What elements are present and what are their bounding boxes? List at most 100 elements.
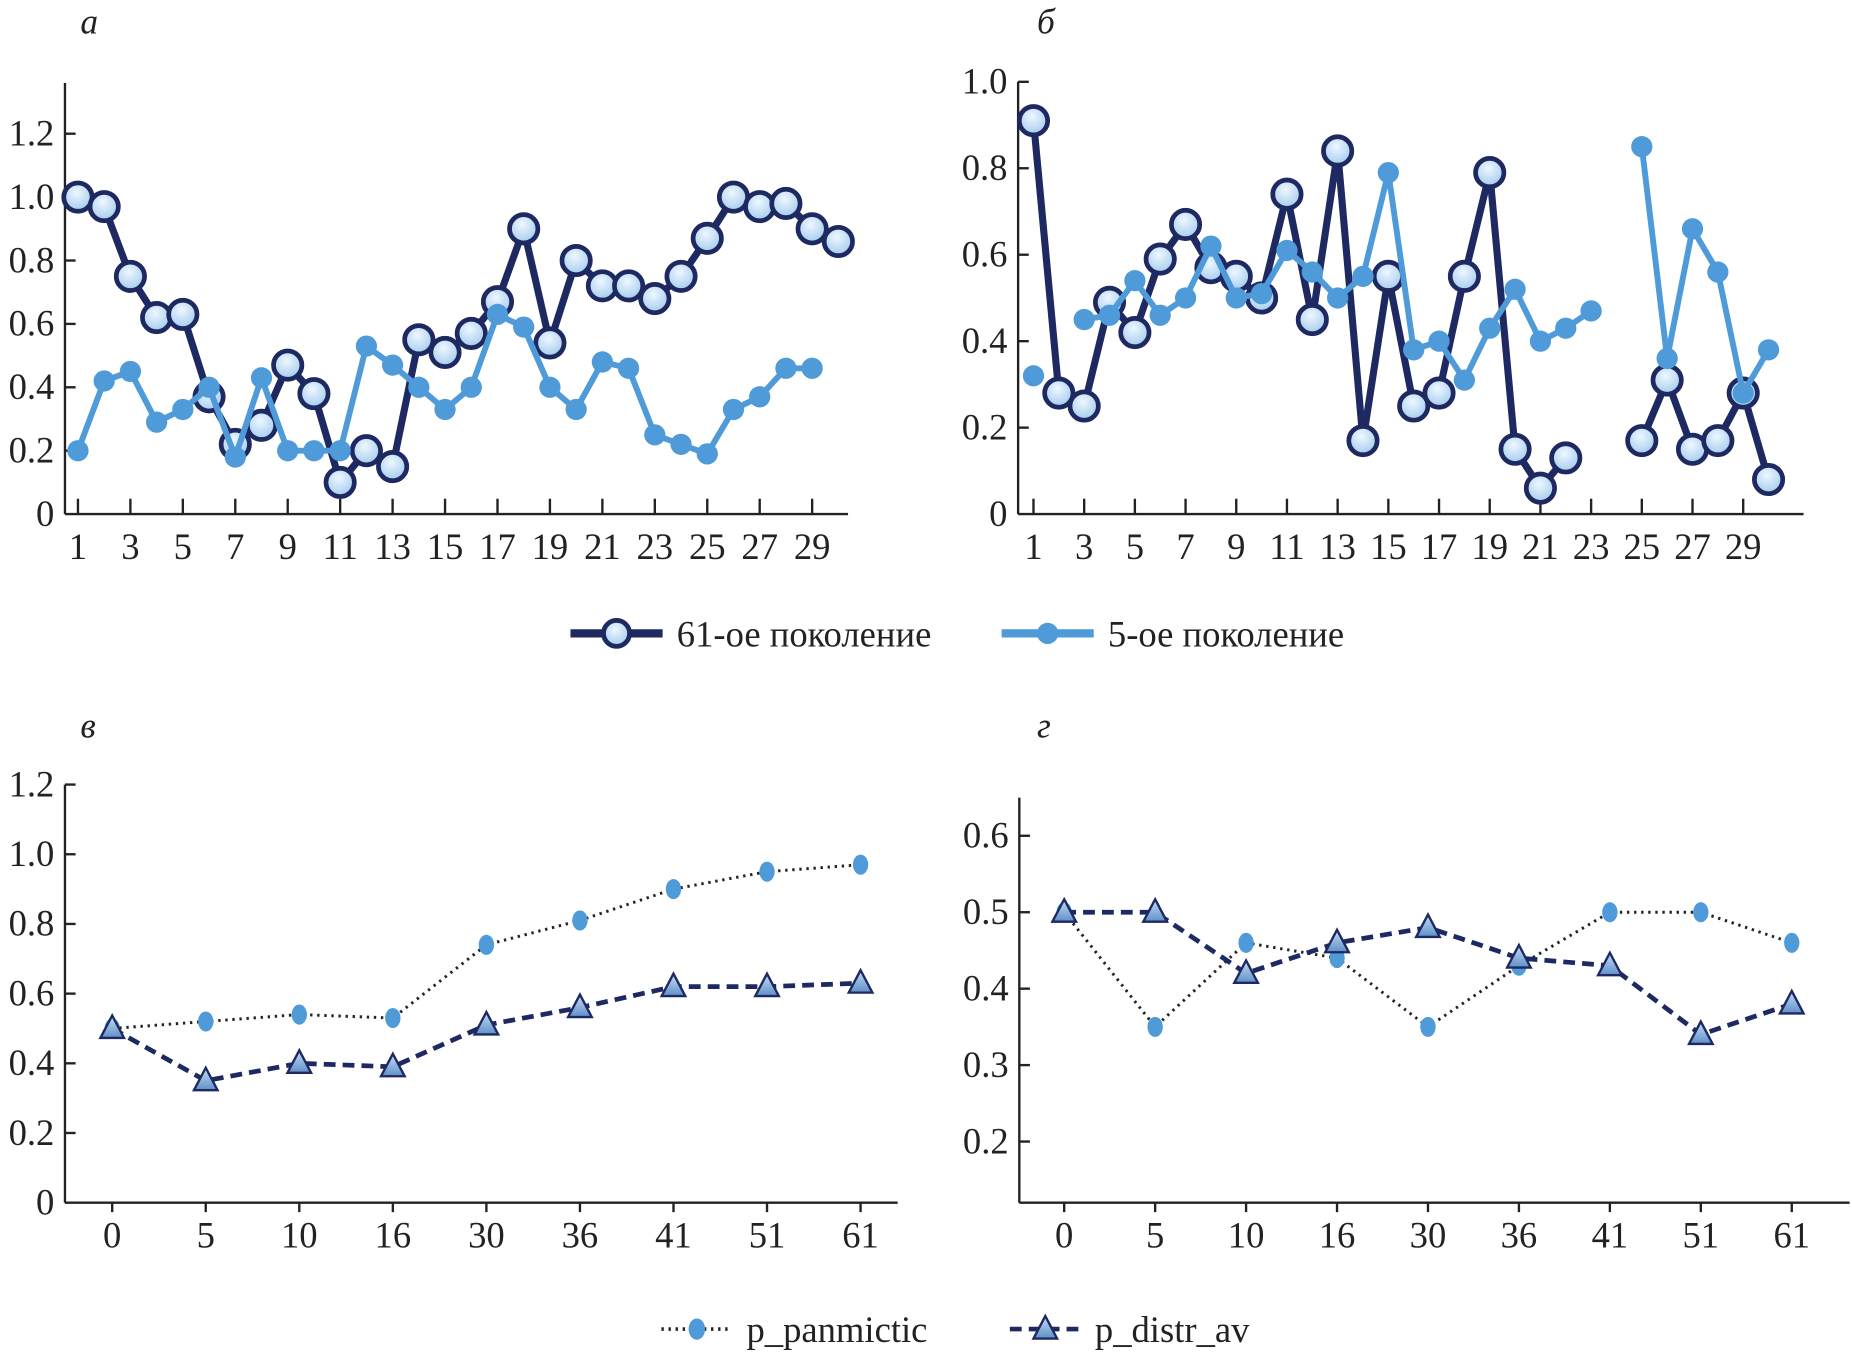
- x-tick-label: 1: [1024, 526, 1042, 567]
- point-1-1-28: [1732, 382, 1754, 404]
- y-tick-label: 0.8: [9, 903, 55, 944]
- y-tick-label: 0.8: [962, 147, 1008, 188]
- point-0-1-23: [670, 433, 692, 455]
- point-1-1-25: [1656, 347, 1678, 370]
- point-1-1-24: [1631, 136, 1653, 158]
- x-tick-label: 21: [1522, 526, 1559, 567]
- point-0-1-18: [539, 376, 561, 398]
- y-tick-label: 0.4: [9, 1042, 55, 1083]
- point-2-0-1: [198, 1011, 214, 1032]
- point-0-1-0: [67, 440, 89, 462]
- point-0-1-1: [93, 370, 115, 392]
- x-tick-label: 30: [468, 1215, 505, 1256]
- y-tick-label: 1.2: [9, 763, 55, 804]
- point-0-0-28: [795, 212, 829, 246]
- point-0-1-8: [277, 440, 299, 462]
- point-0-1-7: [250, 367, 273, 389]
- x-tick-label: 0: [1055, 1215, 1073, 1256]
- point-0-1-25: [722, 398, 745, 421]
- x-tick-label: 7: [1176, 526, 1194, 567]
- point-0-1-21: [617, 357, 640, 379]
- point-2-1-7: [753, 971, 781, 998]
- point-1-1-3: [1098, 304, 1121, 326]
- point-2-1-2: [285, 1047, 314, 1074]
- point-1-0-24: [1625, 424, 1659, 458]
- x-tick-label: 51: [749, 1215, 786, 1256]
- point-1-0-12: [1321, 134, 1355, 168]
- point-0-0-14: [428, 335, 462, 369]
- point-0-0-1: [87, 190, 121, 224]
- y-tick-label: 0.6: [962, 234, 1008, 275]
- x-tick-label: 1: [69, 526, 87, 567]
- point-2-1-4: [472, 1009, 501, 1036]
- point-1-0-21: [1549, 441, 1583, 475]
- point-1-1-17: [1453, 369, 1476, 391]
- point-1-0-14: [1371, 259, 1405, 293]
- point-0-1-24: [696, 443, 718, 465]
- x-tick-label: 27: [1674, 526, 1711, 567]
- y-tick-label: 0: [36, 1182, 54, 1223]
- chart-panel-0: 00.20.40.60.81.01.21 3 5 7 9 11 13 15 17 19 21 23 25…: [9, 82, 855, 567]
- legend-label: p_panmictic: [746, 1309, 927, 1350]
- point-0-1-3: [145, 411, 168, 433]
- point-1-0-5: [1143, 242, 1177, 276]
- point-3-1-6: [1596, 950, 1624, 977]
- y-tick-label: 0.2: [9, 430, 55, 471]
- x-tick-label: 36: [1501, 1215, 1538, 1256]
- point-1-0-15: [1397, 389, 1431, 423]
- x-tick-label: 61: [1773, 1215, 1810, 1256]
- point-1-1-7: [1200, 235, 1222, 257]
- x-tick-label: 23: [1573, 526, 1610, 567]
- point-1-1-0: [1022, 365, 1045, 387]
- point-1-0-6: [1169, 207, 1203, 241]
- point-3-0-8: [1784, 932, 1800, 953]
- point-0-0-27: [769, 186, 803, 220]
- point-1-0-18: [1473, 156, 1507, 190]
- y-tick-label: 0.4: [9, 366, 55, 407]
- x-tick-label: 16: [1319, 1215, 1356, 1256]
- legend-label: p_distr_av: [1095, 1309, 1250, 1350]
- x-tick-label: 11: [1269, 526, 1304, 567]
- point-1-1-14: [1377, 161, 1399, 184]
- point-0-1-28: [801, 357, 823, 379]
- x-tick-label: 5: [1146, 1215, 1164, 1256]
- point-1-1-21: [1555, 317, 1577, 339]
- y-tick-label: 0.2: [963, 1120, 1009, 1161]
- y-tick-label: 0.5: [963, 891, 1009, 932]
- legend-marker: [601, 618, 632, 649]
- point-3-1-5: [1505, 942, 1533, 969]
- point-1-1-27: [1707, 261, 1729, 283]
- point-1-1-15: [1403, 339, 1425, 361]
- x-tick-label: 61: [842, 1215, 879, 1256]
- point-1-1-12: [1327, 287, 1349, 309]
- point-1-0-0: [1016, 104, 1051, 138]
- point-0-0-13: [402, 323, 436, 357]
- x-tick-label: 7: [226, 526, 244, 567]
- x-tick-label: 19: [532, 526, 569, 567]
- point-1-1-2: [1073, 308, 1095, 331]
- point-1-1-5: [1149, 304, 1171, 326]
- point-1-0-11: [1295, 303, 1329, 337]
- point-0-1-10: [329, 440, 351, 462]
- point-1-1-19: [1504, 278, 1526, 300]
- series-1-1: [1022, 136, 1780, 404]
- point-1-1-11: [1301, 261, 1323, 283]
- point-3-1-3: [1323, 927, 1351, 954]
- x-tick-label: 25: [1624, 526, 1661, 567]
- y-tick-label: 0: [989, 493, 1007, 534]
- point-0-0-29: [821, 224, 855, 259]
- point-0-1-2: [119, 360, 142, 383]
- point-2-0-8: [852, 854, 869, 875]
- point-2-1-6: [659, 971, 688, 998]
- x-tick-label: 29: [794, 526, 831, 567]
- point-0-0-2: [113, 259, 147, 293]
- point-1-0-27: [1701, 424, 1735, 458]
- point-3-0-7: [1693, 902, 1709, 923]
- legend-marker: [1031, 1313, 1060, 1340]
- x-tick-label: 30: [1410, 1215, 1447, 1256]
- point-1-0-17: [1447, 259, 1481, 293]
- y-tick-label: 0.6: [9, 303, 55, 344]
- x-tick-label: 10: [1228, 1215, 1265, 1256]
- chart-panel-2: 0 0.2 0.4 0.6 0.8 1.0 1.2 0 5 10 16 30 36 41 51 61: [9, 763, 898, 1256]
- point-1-1-18: [1479, 317, 1501, 339]
